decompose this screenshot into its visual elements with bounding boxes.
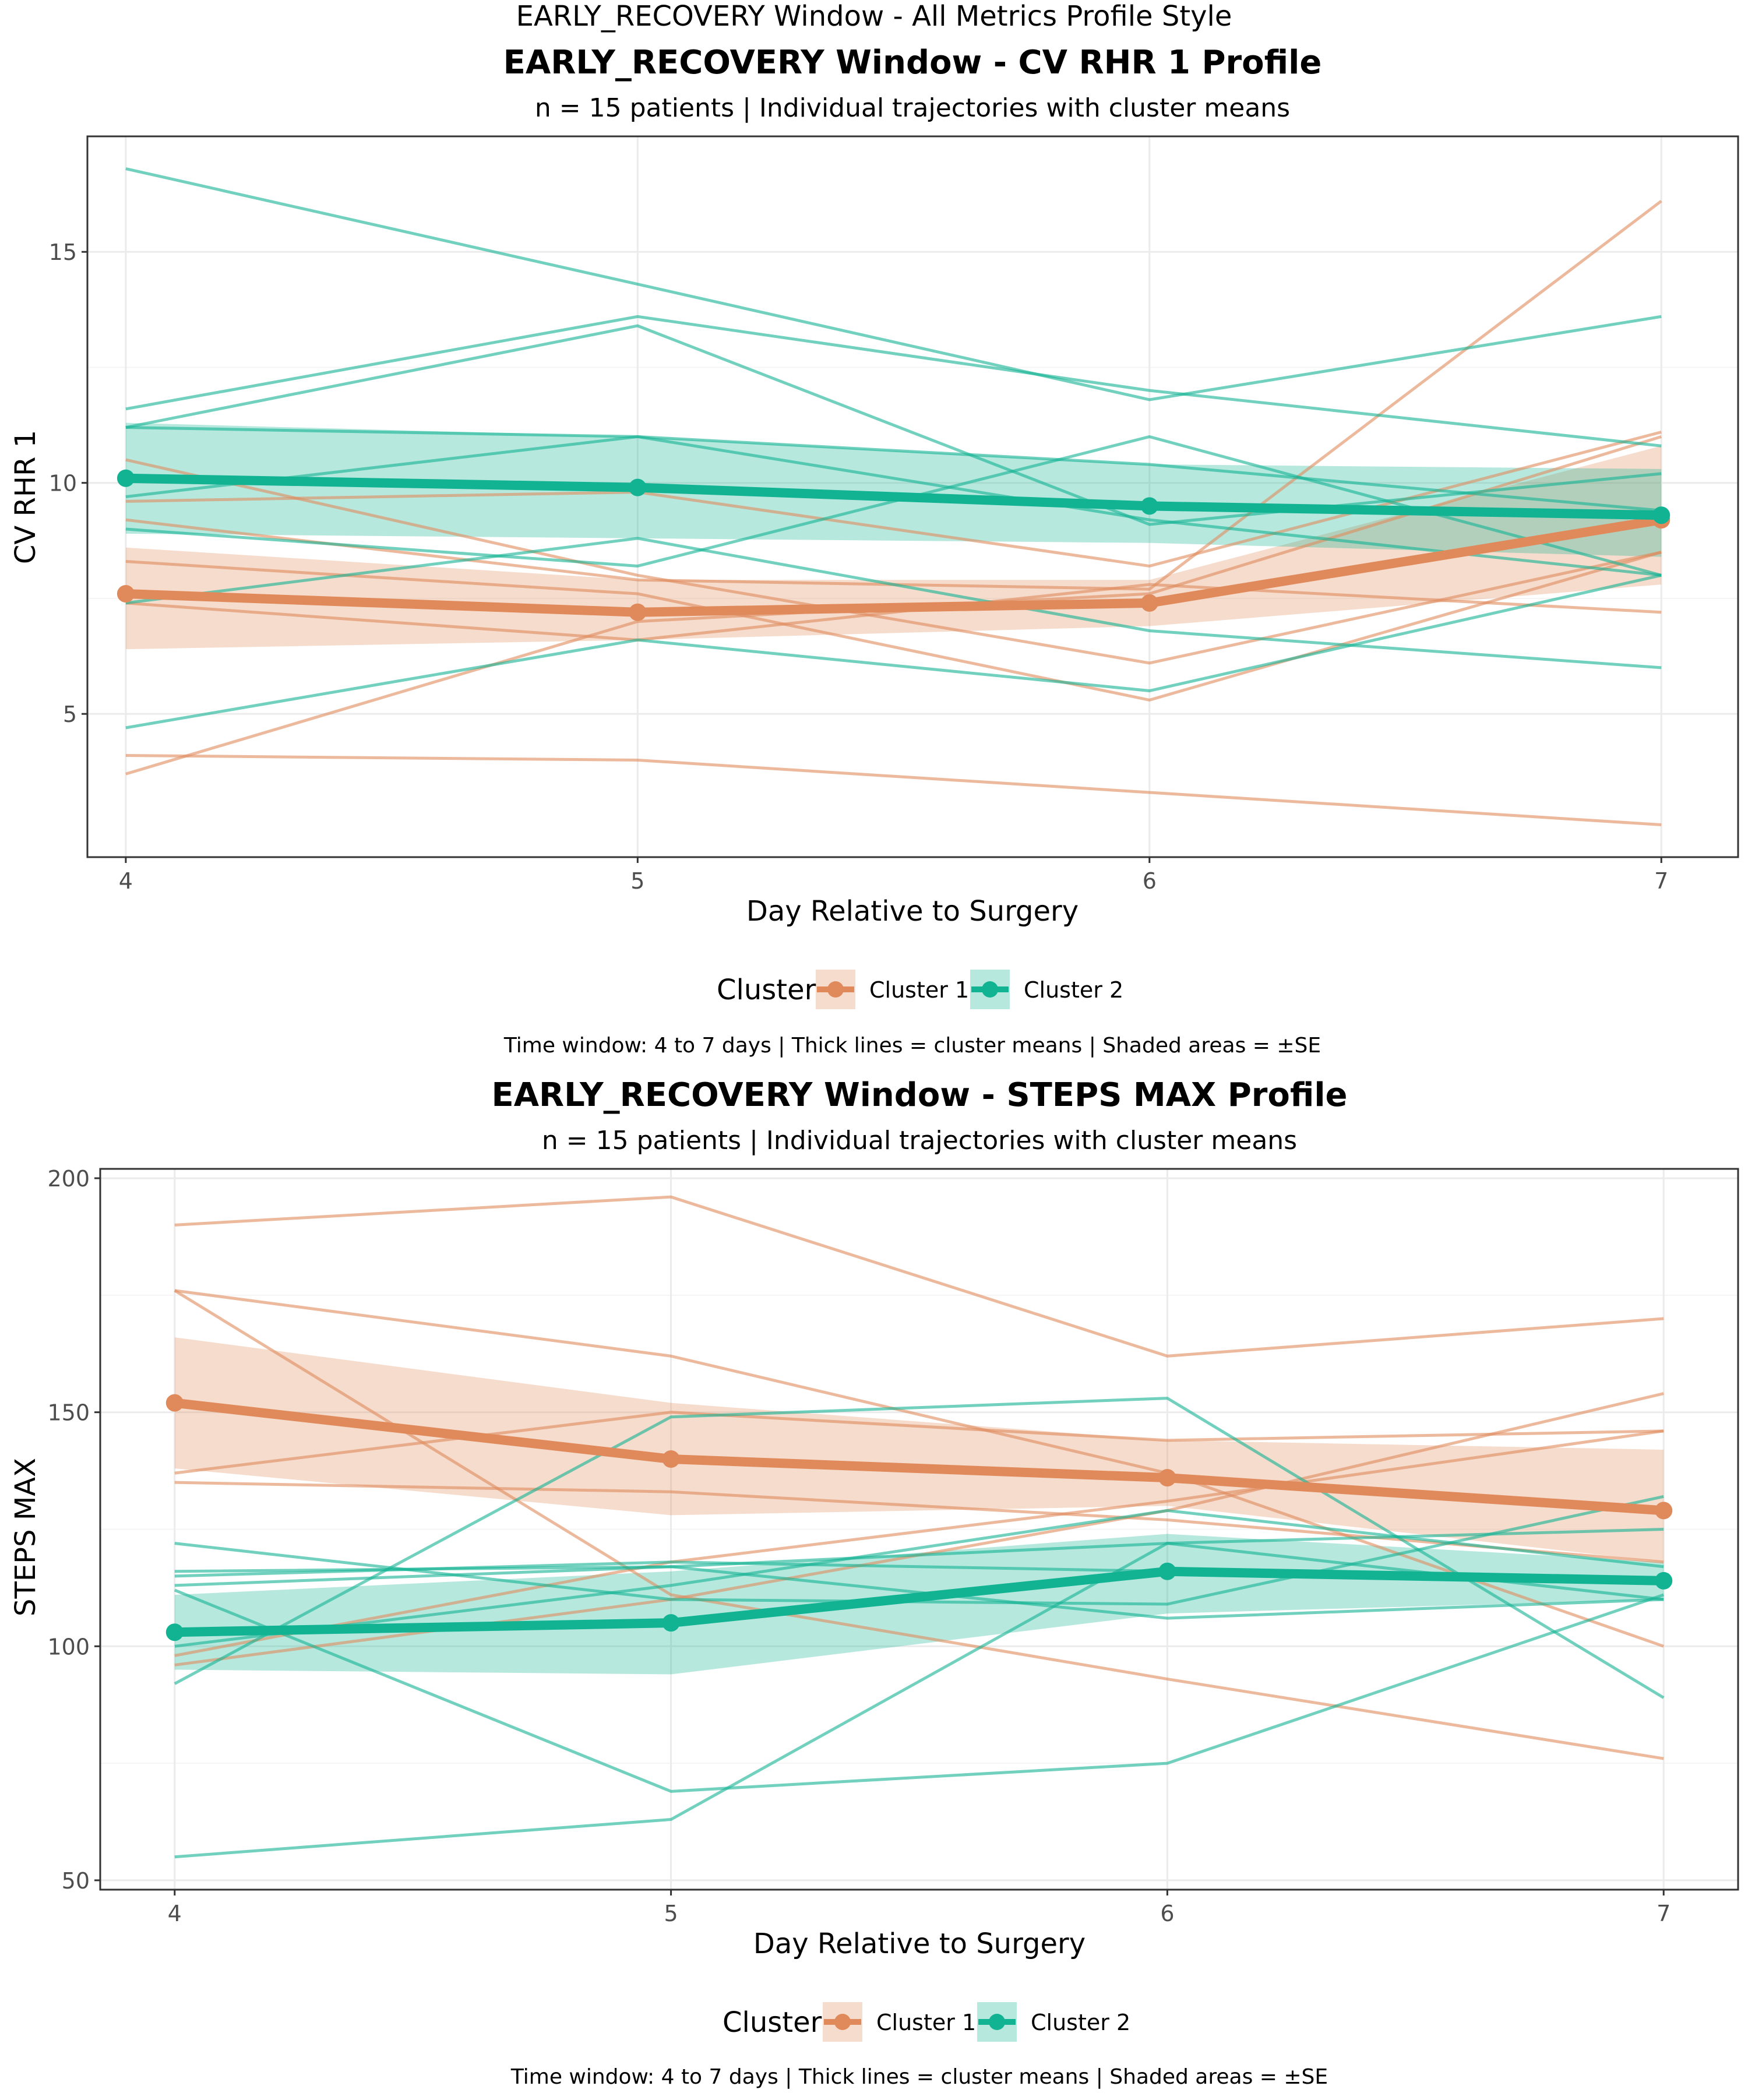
legend-label: Cluster 1 — [869, 977, 969, 1003]
trajectory-line — [125, 754, 1662, 826]
trajectory-line — [125, 537, 1662, 670]
trajectory-line — [125, 324, 1662, 526]
x-tick-label: 6 — [1160, 1901, 1174, 1926]
cluster-mean-point — [1652, 506, 1671, 524]
x-tick-label: 7 — [1657, 1901, 1671, 1926]
trajectory-line — [174, 1429, 1664, 1657]
figure-title: EARLY_RECOVERY Window - All Metrics Prof… — [516, 0, 1232, 33]
legend-label: Cluster 1 — [876, 2010, 976, 2035]
y-tick-label: 200 — [47, 1166, 90, 1192]
se-ribbon — [125, 446, 1662, 650]
trajectory-line — [174, 1528, 1664, 1587]
cluster-mean-line — [174, 1398, 1664, 1516]
x-axis-label: Day Relative to Surgery — [753, 1928, 1086, 1960]
se-ribbon — [125, 422, 1662, 557]
trajectory-line — [174, 1195, 1664, 1358]
x-tick-label: 4 — [119, 868, 133, 894]
cluster-mean-point — [662, 1450, 680, 1468]
axes: 5 10 15 4 5 6 7 — [49, 239, 1669, 894]
trajectory-line — [125, 458, 1662, 665]
x-tick-label: 6 — [1143, 868, 1157, 894]
y-tick-label: 15 — [49, 239, 77, 265]
panel-border — [99, 1168, 1739, 1891]
legend-key-point — [982, 981, 998, 998]
legend: Cluster Cluster 1 Cluster 2 — [723, 2002, 1130, 2042]
y-tick-label: 150 — [47, 1400, 90, 1426]
x-tick-label: 5 — [664, 1901, 678, 1926]
cluster-mean-line — [125, 473, 1662, 520]
cluster-mean-point — [629, 478, 647, 496]
y-tick-label: 50 — [62, 1868, 90, 1894]
se-ribbon — [174, 1337, 1664, 1562]
x-tick-label: 7 — [1654, 868, 1668, 894]
cluster-mean-point — [1140, 497, 1158, 515]
cluster-mean-point — [662, 1614, 680, 1632]
trajectory-line — [125, 426, 1662, 512]
trajectory-line — [174, 1481, 1664, 1564]
trajectory-line — [174, 1411, 1664, 1475]
legend-label: Cluster 2 — [1031, 2010, 1130, 2035]
panel-border — [86, 135, 1739, 858]
trajectory-line — [174, 1397, 1665, 1699]
legend-key-point — [827, 981, 844, 998]
se-ribbon — [174, 1534, 1664, 1675]
legend-item: Cluster 1 — [823, 2002, 976, 2042]
axes: 50 100 150 200 4 5 6 7 — [47, 1166, 1671, 1926]
legend: Cluster Cluster 1 Cluster 2 — [717, 970, 1123, 1009]
legend-item: Cluster 2 — [970, 970, 1123, 1009]
legend-item: Cluster 2 — [977, 2002, 1130, 2042]
cluster-mean-point — [165, 1623, 184, 1641]
trajectory-line — [125, 573, 1662, 730]
chart-panel-cv-rhr-1: EARLY_RECOVERY Window - CV RHR 1 Profile… — [9, 44, 1739, 1058]
chart-title: EARLY_RECOVERY Window - CV RHR 1 Profile — [503, 44, 1322, 82]
cluster-mean-point — [1655, 1572, 1673, 1590]
cluster-mean-point — [165, 1394, 184, 1412]
cluster-mean-point — [1655, 1502, 1673, 1520]
cluster-mean-point — [117, 585, 135, 603]
y-tick-label: 10 — [49, 471, 77, 496]
chart-caption: Time window: 4 to 7 days | Thick lines =… — [503, 1034, 1321, 1058]
cluster-mean-point — [117, 469, 135, 487]
plot-area: 5 10 15 4 5 6 7 — [49, 135, 1739, 894]
chart-subtitle: n = 15 patients | Individual trajectorie… — [535, 93, 1290, 123]
legend-item: Cluster 1 — [816, 970, 969, 1009]
x-axis-label: Day Relative to Surgery — [746, 895, 1079, 928]
legend-key-point — [989, 2014, 1005, 2030]
y-tick-label: 100 — [47, 1634, 90, 1659]
chart-panel-steps-max: EARLY_RECOVERY Window - STEPS MAX Profil… — [9, 1076, 1739, 2089]
cluster-mean-line — [174, 1566, 1664, 1637]
trajectory-line — [125, 551, 1662, 702]
trajectory-line — [125, 435, 1662, 577]
trajectory-line — [174, 1509, 1664, 1648]
y-axis-label: CV RHR 1 — [9, 430, 42, 564]
plot-area: 50 100 150 200 4 5 6 7 — [47, 1166, 1739, 1926]
cluster-mean-point — [1158, 1469, 1176, 1487]
trajectory-line — [174, 1542, 1664, 1859]
chart-caption: Time window: 4 to 7 days | Thick lines =… — [510, 2065, 1328, 2089]
trajectory-line — [125, 315, 1662, 448]
cluster-mean-point — [1158, 1562, 1176, 1580]
y-axis-label: STEPS MAX — [9, 1458, 42, 1616]
legend-title: Cluster — [717, 974, 816, 1006]
chart-title: EARLY_RECOVERY Window - STEPS MAX Profil… — [491, 1076, 1347, 1114]
trajectory-line — [174, 1588, 1665, 1793]
trajectory-line — [125, 167, 1662, 401]
x-tick-label: 5 — [630, 868, 644, 894]
y-tick-label: 5 — [63, 702, 77, 727]
x-tick-label: 4 — [168, 1901, 182, 1926]
trajectory-line — [174, 1289, 1665, 1648]
cluster-mean-point — [1140, 594, 1158, 612]
cluster-mean-line — [125, 515, 1662, 617]
cluster-mean-point — [629, 603, 647, 621]
chart-subtitle: n = 15 patients | Individual trajectorie… — [542, 1126, 1297, 1155]
legend-key-point — [834, 2014, 851, 2030]
legend-label: Cluster 2 — [1024, 977, 1123, 1003]
legend-title: Cluster — [723, 2006, 822, 2039]
